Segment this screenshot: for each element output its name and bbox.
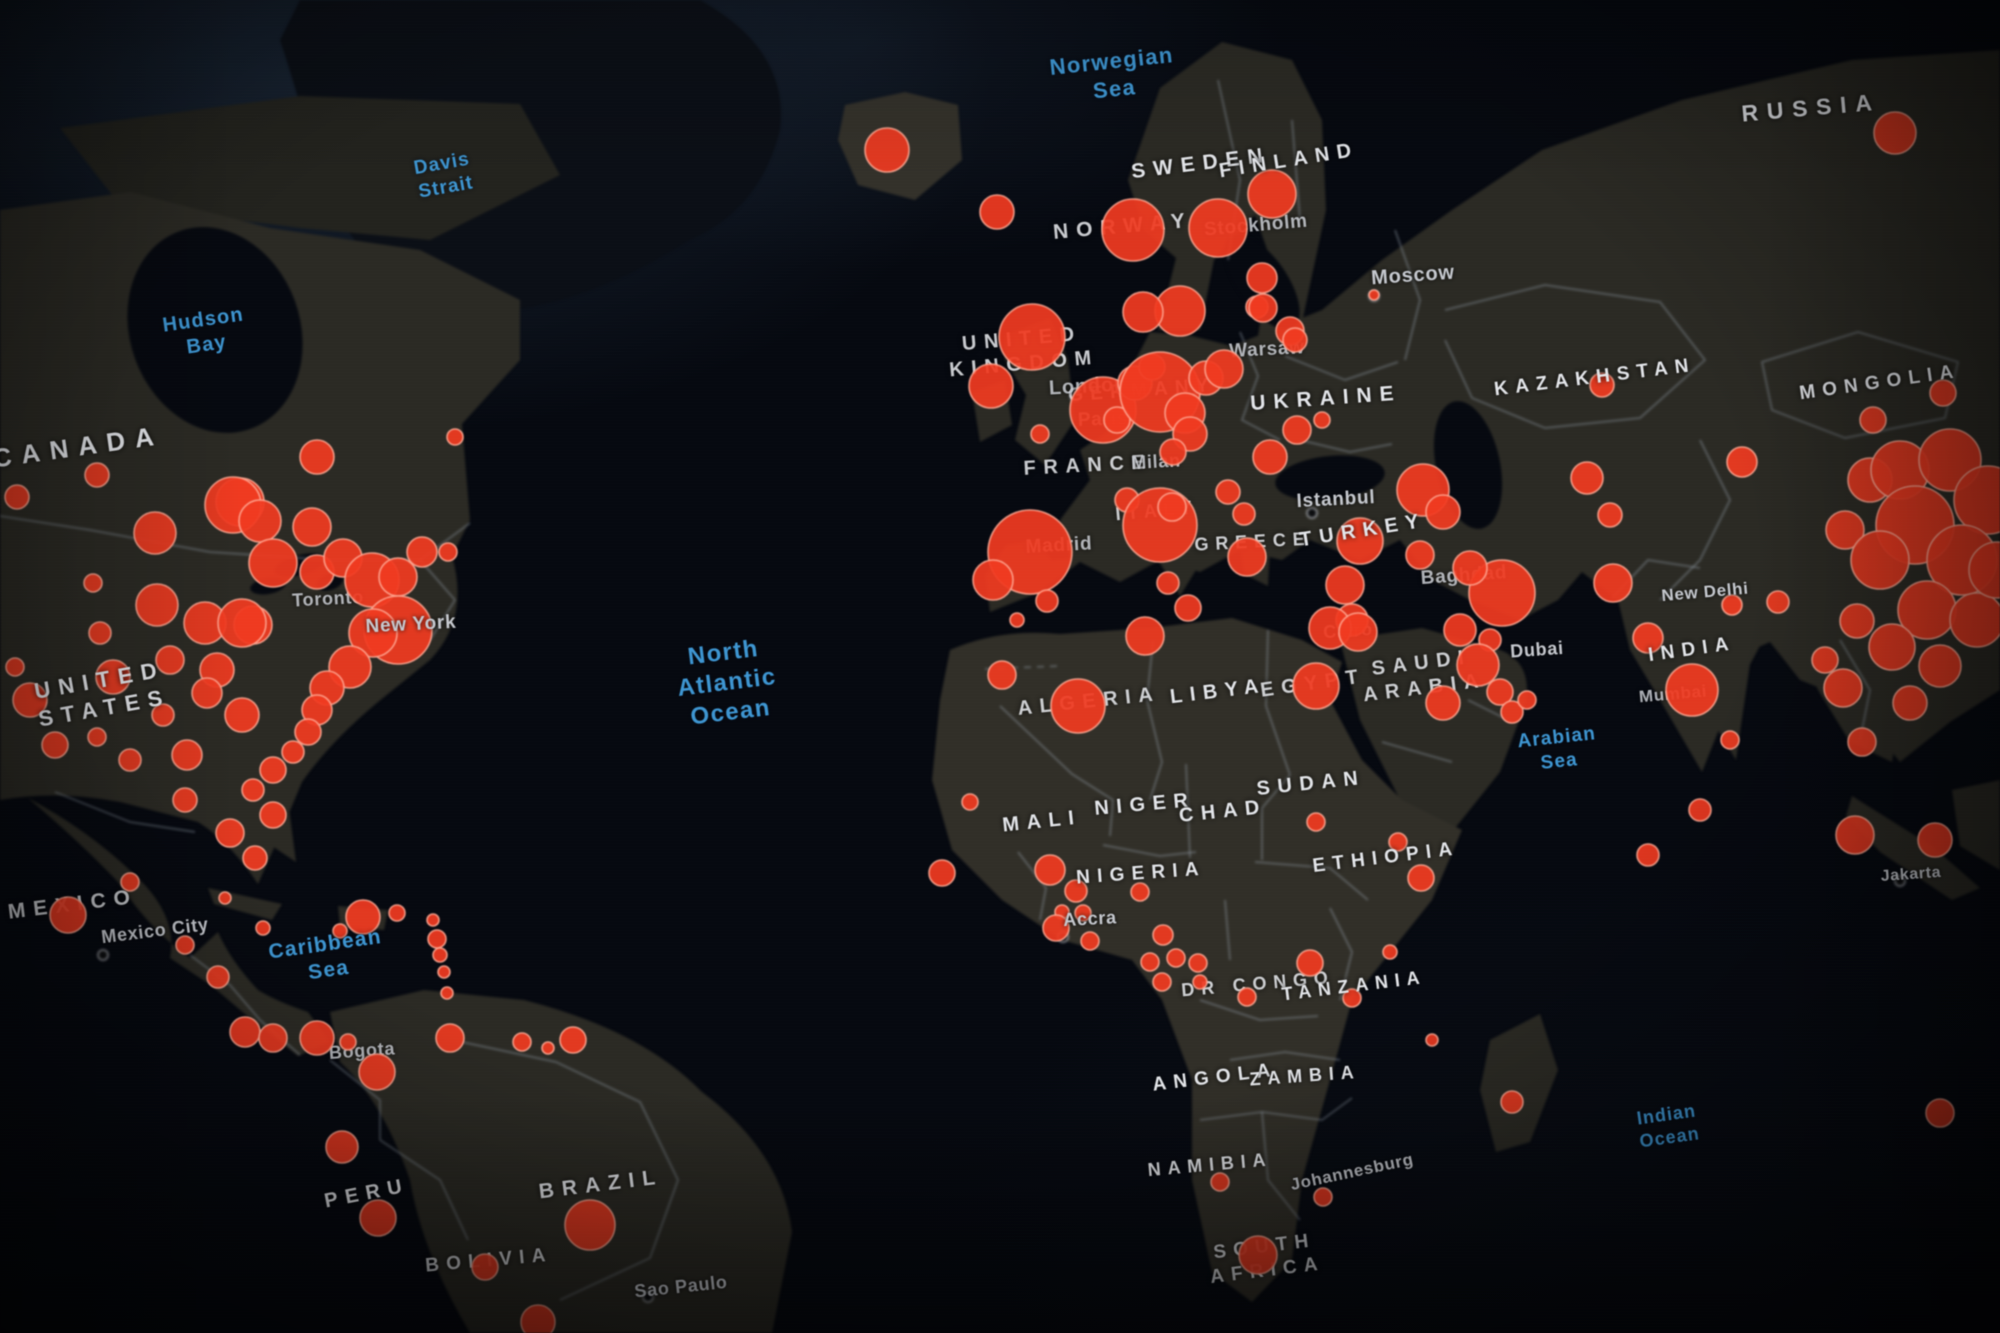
city-label-moscow: Moscow [1370, 261, 1456, 290]
city-label-sao-paulo: Sao Paulo [633, 1271, 729, 1302]
sea-label-north-atlantic-ocean: North Atlantic Ocean [675, 634, 778, 731]
country-label-kazakhstan: KAZAKHSTAN [1493, 354, 1697, 401]
city-label-jakarta: Jakarta [1880, 863, 1942, 886]
country-label-russia: RUSSIA [1740, 88, 1882, 127]
city-label-new-delhi: New Delhi [1660, 578, 1750, 606]
city-label-johannesburg: Johannesburg [1288, 1149, 1416, 1195]
country-label-ethiopia: ETHIOPIA [1311, 838, 1461, 878]
country-label-turkey: TURKEY [1298, 509, 1428, 552]
city-label-dubai: Dubai [1509, 637, 1565, 662]
country-label-brazil: BRAZIL [537, 1165, 665, 1204]
country-label-finland: FINLAND [1217, 138, 1361, 183]
country-label-mongolia: MONGOLIA [1798, 360, 1962, 405]
city-label-accra: Accra [1062, 907, 1118, 931]
country-label-zambia: ZAMBIA [1248, 1061, 1362, 1090]
country-label-ukraine: UKRAINE [1249, 381, 1403, 416]
country-label-tanzania: TANZANIA [1280, 966, 1428, 1005]
country-label-niger: NIGER [1093, 789, 1197, 820]
sea-label-norwegian-sea: Norwegian Sea [1048, 42, 1175, 104]
country-label-sweden: SWEDEN [1130, 143, 1272, 184]
country-label-sudan: SUDAN [1255, 766, 1367, 801]
country-label-nigeria: NIGERIA [1075, 858, 1207, 889]
country-label-peru: PERU [322, 1174, 412, 1213]
sea-label-davis-strait: Davis Strait [412, 148, 476, 203]
country-label-india: INDIA [1646, 633, 1737, 667]
city-label-new-york: New York [365, 611, 457, 638]
city-label-mexico-city: Mexico City [100, 914, 210, 948]
sea-label-indian-ocean: Indian Ocean [1635, 1100, 1701, 1152]
country-label-namibia: NAMIBIA [1146, 1149, 1274, 1181]
country-label-libya: LIBYA [1168, 674, 1268, 709]
sea-label-caribbean-sea: Caribbean Sea [267, 925, 384, 985]
country-label-united-states: UNITED STATES [32, 656, 173, 732]
sea-label-arabian-sea: Arabian Sea [1516, 723, 1597, 774]
sea-label-hudson-bay: Hudson Bay [161, 303, 246, 359]
city-label-istanbul: Istanbul [1296, 487, 1376, 513]
country-label-chad: CHAD [1177, 795, 1268, 828]
country-label-canada: CANADA [0, 419, 166, 474]
country-label-mali: MALI [1001, 806, 1083, 837]
country-label-angola: ANGOLA [1151, 1059, 1279, 1096]
